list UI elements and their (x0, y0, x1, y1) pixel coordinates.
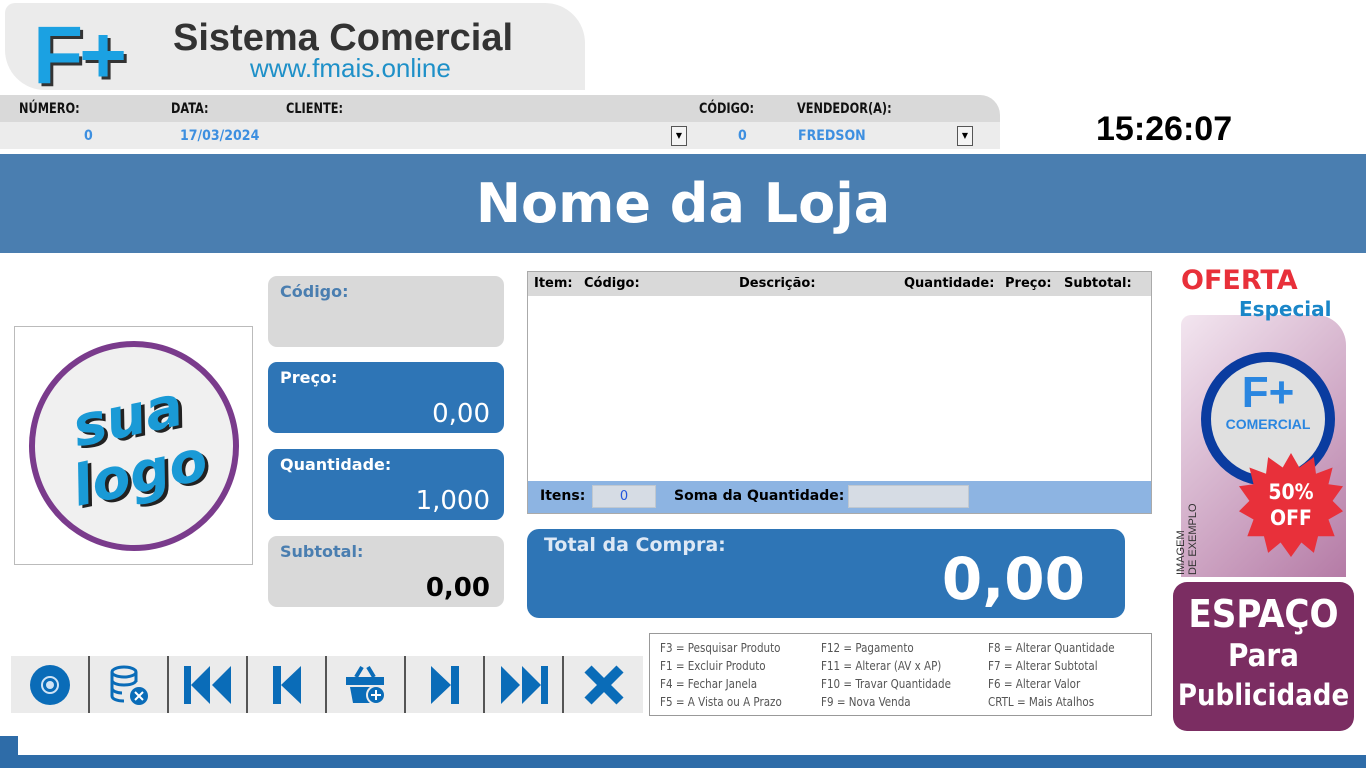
shortcut: CRTL = Mais Atalhos (988, 694, 1095, 709)
ad-oferta: OFERTA (1181, 265, 1298, 296)
next-record-icon (430, 665, 459, 704)
col-item: Item: (534, 276, 573, 291)
col-preco: Preço: (1005, 276, 1052, 291)
total-compra: Total da Compra: 0,00 (527, 529, 1125, 618)
last-record-icon (500, 665, 548, 704)
ad-especial: Especial (1239, 297, 1332, 321)
soma-quantidade-value (848, 485, 969, 508)
ad-badge-text: COMERCIAL (1225, 416, 1311, 432)
col-quantidade: Quantidade: (904, 276, 995, 291)
col-codigo: Código: (584, 276, 640, 291)
store-name-banner: Nome da Loja (0, 154, 1366, 253)
first-record-icon (183, 665, 231, 704)
shortcut: F11 = Alterar (AV x AP) (821, 658, 942, 673)
total-label: Total da Compra: (544, 534, 726, 556)
cliente-select[interactable] (290, 128, 623, 146)
last-record-button[interactable] (485, 656, 564, 713)
cliente-label: CLIENTE: (286, 101, 344, 117)
vendedor-dropdown-arrow-icon[interactable]: ▼ (957, 126, 973, 146)
store-logo: sua logo (9, 321, 259, 571)
cliente-dropdown-arrow-icon[interactable]: ▼ (671, 126, 687, 146)
col-subtotal: Subtotal: (1064, 276, 1132, 291)
preco-field-value[interactable]: 0,00 (432, 399, 490, 429)
col-descricao: Descrição: (739, 276, 816, 291)
brand-url: www.fmais.online (250, 53, 451, 83)
ad-pub-1: ESPAÇO (1188, 592, 1339, 636)
vendedor-select[interactable]: FREDSON (798, 128, 866, 144)
database-delete-button[interactable] (90, 656, 169, 713)
sale-header-values: 0 17/03/2024 ▼ 0 FREDSON ▼ (0, 122, 1000, 149)
preco-field-label: Preço: (280, 368, 338, 387)
items-table-footer: Itens: 0 Soma da Quantidade: (528, 481, 1151, 513)
disc-button[interactable] (11, 656, 90, 713)
ad-publicity-space: ESPAÇO Para Publicidade (1173, 582, 1354, 731)
store-logo-circle: sua logo (9, 321, 259, 571)
ad-pub-2: Para (1228, 638, 1299, 674)
subtotal-field-label: Subtotal: (280, 542, 364, 561)
shortcut: F4 = Fechar Janela (660, 676, 758, 691)
ad-example-1: IMAGEM (1175, 530, 1187, 575)
codigo-label: CÓDIGO: (699, 101, 755, 117)
brand-title: Sistema Comercial (173, 17, 514, 59)
shortcut: F7 = Alterar Subtotal (988, 658, 1098, 673)
numero-value: 0 (84, 128, 93, 144)
preco-field[interactable]: Preço: 0,00 (268, 362, 504, 433)
itens-count: 0 (592, 485, 656, 508)
items-table[interactable]: Item: Código: Descrição: Quantidade: Pre… (527, 271, 1152, 514)
close-icon (583, 664, 624, 705)
quantidade-field-label: Quantidade: (280, 455, 392, 474)
shortcuts-panel: F3 = Pesquisar Produto F1 = Excluir Prod… (649, 633, 1152, 716)
shortcut: F5 = A Vista ou A Prazo (660, 694, 782, 709)
close-button[interactable] (564, 656, 643, 713)
footer-bar (0, 755, 1366, 768)
shortcut: F3 = Pesquisar Produto (660, 640, 781, 655)
shortcut: F10 = Travar Quantidade (821, 676, 951, 691)
shortcut: F8 = Alterar Quantidade (988, 640, 1115, 655)
quantidade-field-value[interactable]: 1,000 (415, 486, 490, 516)
data-label: DATA: (171, 101, 209, 117)
quantidade-field[interactable]: Quantidade: 1,000 (268, 449, 504, 520)
shortcut: F12 = Pagamento (821, 640, 914, 655)
subtotal-field-value: 0,00 (425, 573, 490, 603)
numero-label: NÚMERO: (19, 101, 80, 117)
advertisement-panel: OFERTA Especial F+ COMERCIAL 50% OFF IMA… (1173, 265, 1354, 731)
itens-label: Itens: (540, 488, 586, 504)
ad-discount-pct: 50% (1268, 480, 1314, 504)
ad-pub-3: Publicidade (1177, 678, 1350, 712)
codigo-value: 0 (738, 128, 747, 144)
total-value: 0,00 (941, 545, 1085, 613)
codigo-field-label: Código: (280, 282, 349, 301)
brand-logo-banner: F+ Sistema Comercial www.fmais.online (5, 3, 585, 101)
subtotal-field: Subtotal: 0,00 (268, 536, 504, 607)
previous-record-button[interactable] (248, 656, 327, 713)
shortcut: F9 = Nova Venda (821, 694, 911, 709)
previous-record-icon (272, 665, 301, 704)
vendedor-label: VENDEDOR(A): (797, 101, 892, 117)
codigo-field[interactable]: Código: (268, 276, 504, 347)
footer-marker (0, 736, 18, 756)
action-toolbar (11, 656, 643, 713)
ad-example-2: DE EXEMPLO (1187, 503, 1199, 575)
data-value[interactable]: 17/03/2024 (180, 128, 260, 144)
basket-add-icon (345, 665, 386, 705)
ad-badge-logo: F+ (1241, 368, 1295, 417)
shortcut: F1 = Excluir Produto (660, 658, 766, 673)
basket-add-button[interactable] (327, 656, 406, 713)
shortcut: F6 = Alterar Valor (988, 676, 1081, 691)
soma-quantidade-label: Soma da Quantidade: (674, 488, 845, 504)
ad-example-note: IMAGEM DE EXEMPLO (1175, 475, 1199, 575)
database-delete-icon (110, 665, 148, 705)
sale-header-labels: NÚMERO: DATA: CLIENTE: CÓDIGO: VENDEDOR(… (0, 95, 1000, 122)
next-record-button[interactable] (406, 656, 485, 713)
ad-discount-off: OFF (1270, 506, 1312, 530)
disc-icon (29, 664, 70, 705)
clock: 15:26:07 (1096, 110, 1233, 148)
brand-logo-mark: F+ (33, 10, 127, 101)
first-record-button[interactable] (169, 656, 248, 713)
items-table-header: Item: Código: Descrição: Quantidade: Pre… (528, 272, 1151, 296)
